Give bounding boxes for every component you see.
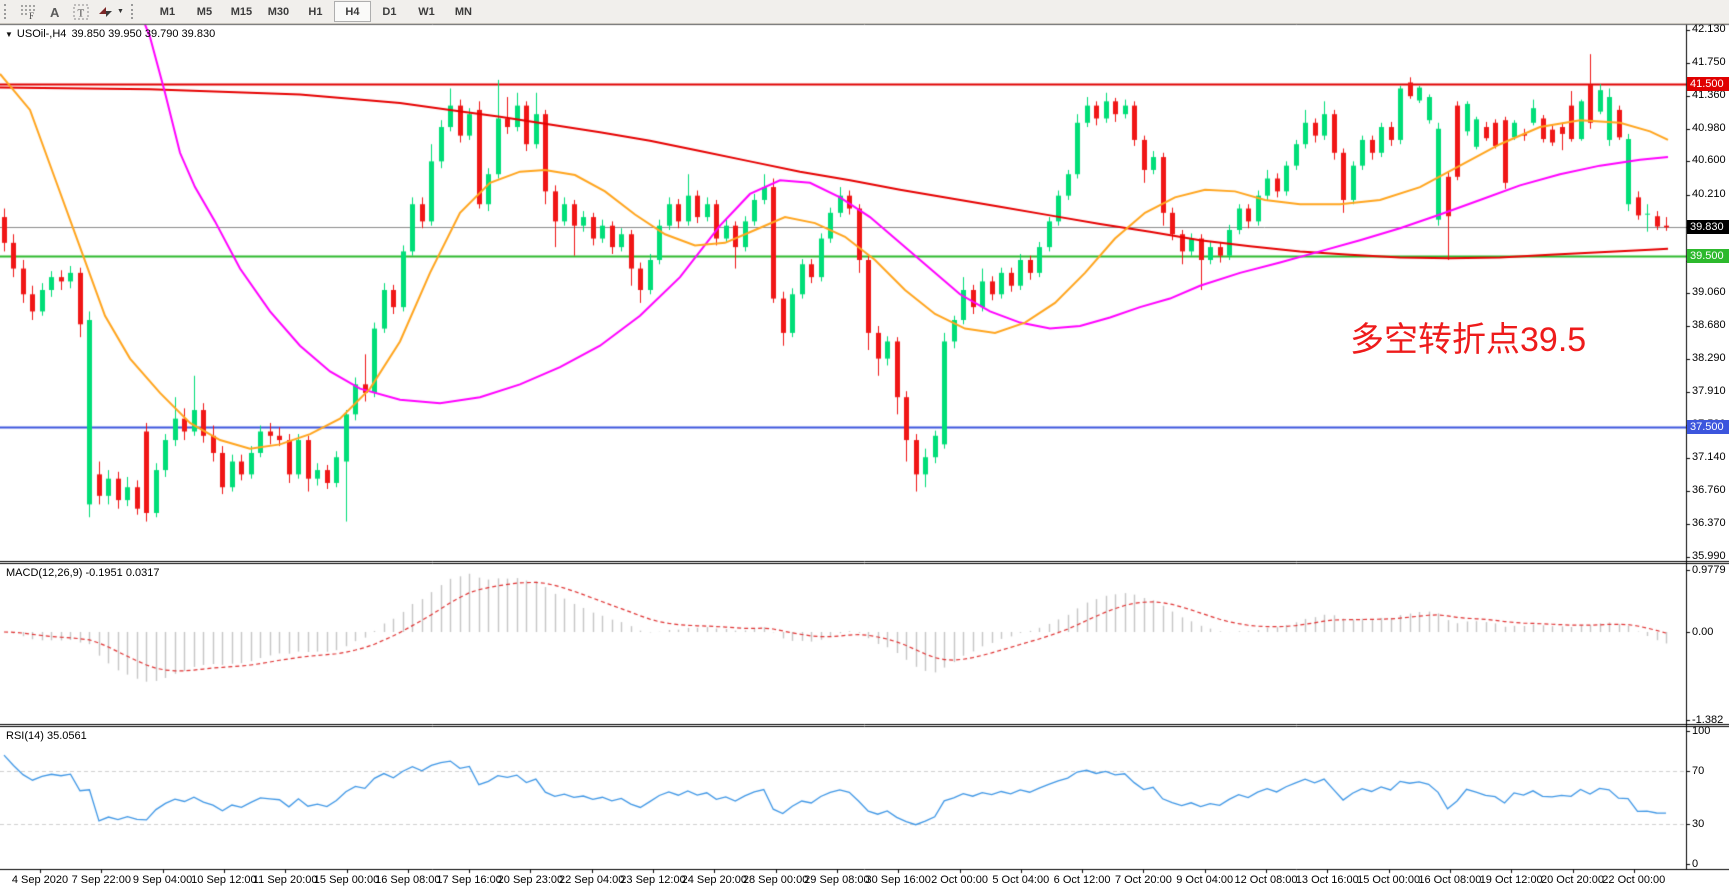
- price-tick-label: 41.360: [1692, 89, 1726, 102]
- price-tick-label: 38.290: [1692, 352, 1726, 365]
- grid-f-icon: F: [21, 5, 35, 20]
- price-badge-39.830: 39.830: [1687, 220, 1729, 235]
- chart-annotation[interactable]: 多空转折点39.5: [1350, 321, 1587, 359]
- time-axis-label: 12 Oct 08:00: [1234, 874, 1298, 886]
- price-tick-label: 37.910: [1692, 385, 1726, 398]
- price-tick-label: 36.760: [1692, 483, 1726, 496]
- symbol-dropdown-icon[interactable]: ▼: [5, 30, 13, 39]
- time-axis-label: 29 Sep 08:00: [804, 874, 870, 886]
- price-tick-label: 38.680: [1692, 319, 1726, 332]
- svg-text:F: F: [29, 11, 34, 20]
- timeframe-group: M1 M5 M15 M30 H1 H4 D1 W1 MN: [149, 0, 482, 23]
- grid-f-tool-button[interactable]: F: [16, 1, 42, 22]
- price-tick-label: 40.210: [1692, 187, 1726, 200]
- time-axis-label: 5 Oct 04:00: [992, 874, 1050, 886]
- svg-text:T: T: [78, 7, 85, 19]
- rsi-tick-label: 70: [1692, 764, 1705, 777]
- time-axis-label: 16 Sep 08:00: [375, 874, 441, 886]
- timeframe-button-mn[interactable]: MN: [454, 5, 472, 18]
- time-axis-label: 9 Oct 04:00: [1176, 874, 1234, 886]
- time-axis-label: 23 Sep 12:00: [620, 874, 686, 886]
- time-axis-label: 10 Sep 12:00: [191, 874, 257, 886]
- time-axis-label: 22 Sep 04:00: [558, 874, 625, 886]
- time-axis-label: 20 Oct 20:00: [1541, 874, 1604, 886]
- time-axis-label: 4 Sep 2020: [11, 874, 69, 886]
- time-axis-label: 19 Oct 12:00: [1479, 874, 1543, 886]
- time-axis-label: 17 Sep 16:00: [436, 874, 502, 886]
- text-tool-button[interactable]: T: [68, 1, 94, 22]
- rsi-tick-label: 30: [1692, 818, 1705, 831]
- chart-header: ▼ USOil-,H4 39.850 39.950 39.790 39.830: [5, 28, 220, 40]
- time-axis-label: 28 Sep 00:00: [742, 874, 809, 886]
- rsi-tick-label: 0: [1692, 858, 1699, 870]
- timeframe-button-d1[interactable]: D1: [382, 5, 397, 18]
- cursor-tool-caret-icon[interactable]: ▼: [117, 8, 124, 15]
- symbol-title: USOil-,H4: [16, 28, 67, 40]
- toolbar-drag-handle[interactable]: [4, 4, 9, 19]
- text-box-icon: T: [73, 4, 89, 19]
- timeframe-button-m1[interactable]: M1: [159, 5, 176, 18]
- time-axis-label: 9 Sep 04:00: [132, 874, 193, 886]
- cursor-tool-button[interactable]: ▼: [94, 1, 127, 22]
- time-axis-label: 11 Sep 20:00: [252, 874, 318, 886]
- price-tick-label: 41.750: [1692, 55, 1726, 68]
- time-axis-label: 2 Oct 00:00: [931, 874, 988, 886]
- svg-text:A: A: [50, 5, 60, 20]
- time-axis-label: 16 Oct 08:00: [1418, 874, 1482, 886]
- price-badge-39.500: 39.500: [1687, 248, 1729, 263]
- timeframe-button-w1[interactable]: W1: [418, 5, 435, 18]
- font-icon: A: [50, 5, 60, 20]
- font-tool-button[interactable]: A: [42, 1, 68, 22]
- time-axis-label: 15 Oct 00:00: [1357, 874, 1421, 886]
- time-axis-label: 15 Sep 00:00: [313, 874, 380, 886]
- timeframe-button-m30[interactable]: M30: [267, 5, 290, 18]
- time-axis-label: 24 Sep 20:00: [681, 874, 748, 886]
- rsi-tick-label: 100: [1692, 725, 1711, 737]
- ohlc-readout: 39.850 39.950 39.790 39.830: [71, 28, 216, 40]
- macd-tick-label: 0.9779: [1692, 564, 1726, 576]
- price-badge-41.500: 41.500: [1687, 77, 1729, 92]
- time-axis-label: 7 Oct 20:00: [1114, 874, 1172, 886]
- macd-label: MACD(12,26,9) -0.1951 0.0317: [6, 567, 160, 579]
- price-tick-label: 40.600: [1692, 154, 1726, 167]
- price-tick-label: 35.990: [1692, 549, 1726, 562]
- time-axis-label: 7 Sep 22:00: [71, 874, 131, 886]
- time-axis-label: 6 Oct 12:00: [1053, 874, 1111, 886]
- time-axis-label: 30 Sep 16:00: [865, 874, 931, 886]
- cursor-arrows-icon: [99, 6, 112, 17]
- price-tick-label: 39.060: [1692, 286, 1726, 299]
- timeframe-button-h4[interactable]: H4: [333, 1, 371, 22]
- rsi-label: RSI(14) 35.0561: [6, 730, 87, 742]
- toolbar: F A T ▼ M1 M5 M15 M30 H1 H4 D1 W1 MN: [0, 0, 1729, 24]
- price-tick-label: 37.140: [1692, 451, 1726, 464]
- time-axis-label: 13 Oct 16:00: [1295, 874, 1359, 886]
- macd-tick-label: -1.382: [1692, 713, 1724, 726]
- price-tick-label: 36.370: [1692, 517, 1726, 530]
- macd-tick-label: 0.00: [1692, 626, 1714, 638]
- time-axis-label: 20 Sep 23:00: [497, 874, 564, 886]
- timeframe-button-m5[interactable]: M5: [196, 5, 213, 18]
- price-tick-label: 42.130: [1692, 23, 1726, 36]
- timeframe-drag-handle[interactable]: [130, 4, 136, 19]
- time-axis-label: 22 Oct 00:00: [1602, 874, 1666, 886]
- price-badge-37.500: 37.500: [1687, 420, 1729, 435]
- timeframe-button-m15[interactable]: M15: [230, 5, 253, 18]
- price-tick-label: 40.980: [1692, 121, 1726, 134]
- timeframe-button-h1[interactable]: H1: [308, 5, 323, 18]
